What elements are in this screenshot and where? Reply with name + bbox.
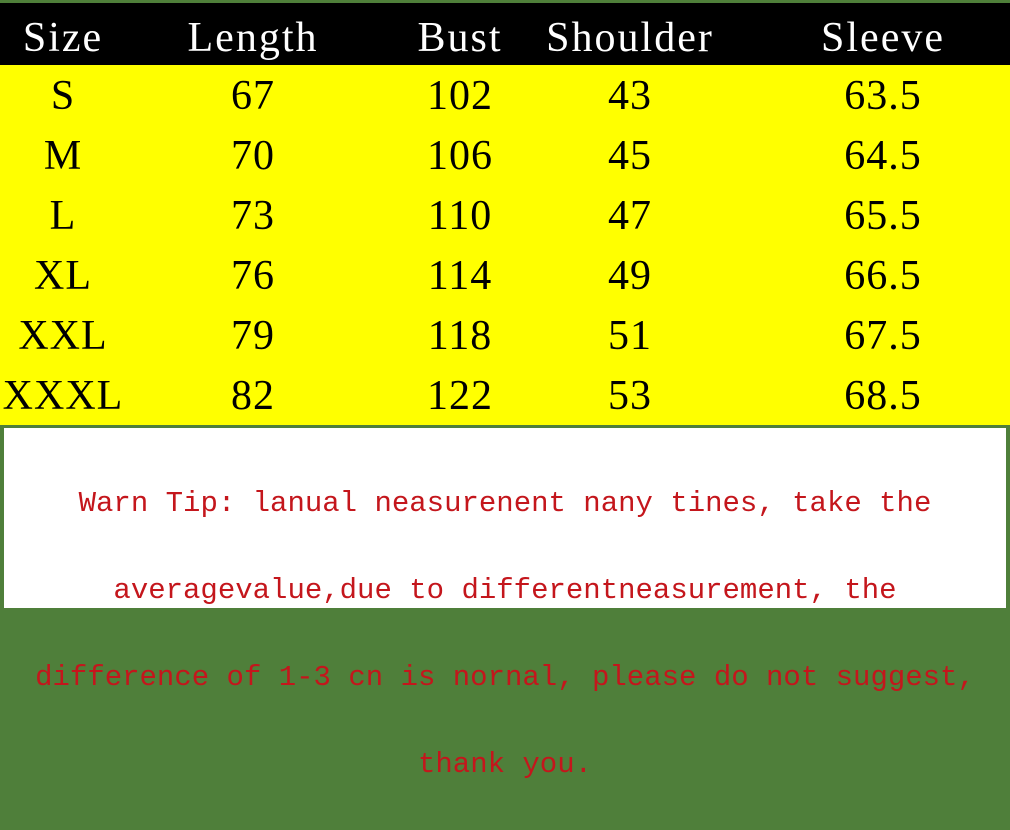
table-cell: 114: [427, 253, 493, 299]
table-cell: 63.5: [844, 73, 922, 119]
table-row: M 70 106 45 64.5: [0, 125, 1010, 185]
column-header: Length: [187, 15, 319, 61]
table-cell: 79: [231, 313, 275, 359]
table-cell: 43: [608, 73, 652, 119]
table-cell: 110: [427, 193, 493, 239]
table-row: S 67 102 43 63.5: [0, 65, 1010, 125]
table-cell: 65.5: [844, 193, 922, 239]
table-cell: 70: [231, 133, 275, 179]
table-cell: S: [50, 73, 76, 119]
table-row: XL 76 114 49 66.5: [0, 245, 1010, 305]
column-header: Shoulder: [546, 15, 714, 61]
warning-note: Warn Tip: lanual neasurenent nany tines,…: [2, 426, 1008, 781]
table-cell: 47: [608, 193, 652, 239]
note-line: thank you.: [417, 747, 593, 781]
table-cell: 67.5: [844, 313, 922, 359]
note-line: difference of 1-3 cn is nornal, please d…: [35, 660, 975, 694]
column-header: Bust: [417, 15, 503, 61]
table-header: Size Length Bust Shoulder Sleeve: [0, 3, 1010, 65]
note-line: Warn Tip: lanual neasurenent nany tines,…: [78, 486, 932, 520]
table-cell: 49: [608, 253, 652, 299]
table-row: XXXL 82 122 53 68.5: [0, 365, 1010, 425]
table-cell: XXXL: [2, 373, 124, 419]
table-cell: 64.5: [844, 133, 922, 179]
table-cell: XXL: [18, 313, 108, 359]
table-cell: XL: [34, 253, 92, 299]
table-cell: 106: [427, 133, 493, 179]
table-cell: 67: [231, 73, 275, 119]
table-cell: L: [49, 193, 77, 239]
table-cell: M: [43, 133, 83, 179]
table-cell: 51: [608, 313, 652, 359]
table-body: S 67 102 43 63.5 M 70 106 45 64.5 L 73 110 47 65.5 XL 76…: [0, 65, 1010, 425]
table-row: L 73 110 47 65.5: [0, 185, 1010, 245]
table-cell: 66.5: [844, 253, 922, 299]
table-cell: 53: [608, 373, 652, 419]
table-cell: 122: [427, 373, 493, 419]
column-header: Size: [22, 15, 104, 61]
table-cell: 118: [427, 313, 493, 359]
table-cell: 73: [231, 193, 275, 239]
table-cell: 76: [231, 253, 275, 299]
table-cell: 102: [427, 73, 493, 119]
table-cell: 45: [608, 133, 652, 179]
note-text: Warn Tip: lanual neasurenent nany tines,…: [4, 438, 1006, 830]
table-cell: 82: [231, 373, 275, 419]
table-cell: 68.5: [844, 373, 922, 419]
table-row: XXL 79 118 51 67.5: [0, 305, 1010, 365]
column-header: Sleeve: [821, 15, 945, 61]
note-line: averagevalue,due to differentneasurement…: [113, 573, 897, 607]
